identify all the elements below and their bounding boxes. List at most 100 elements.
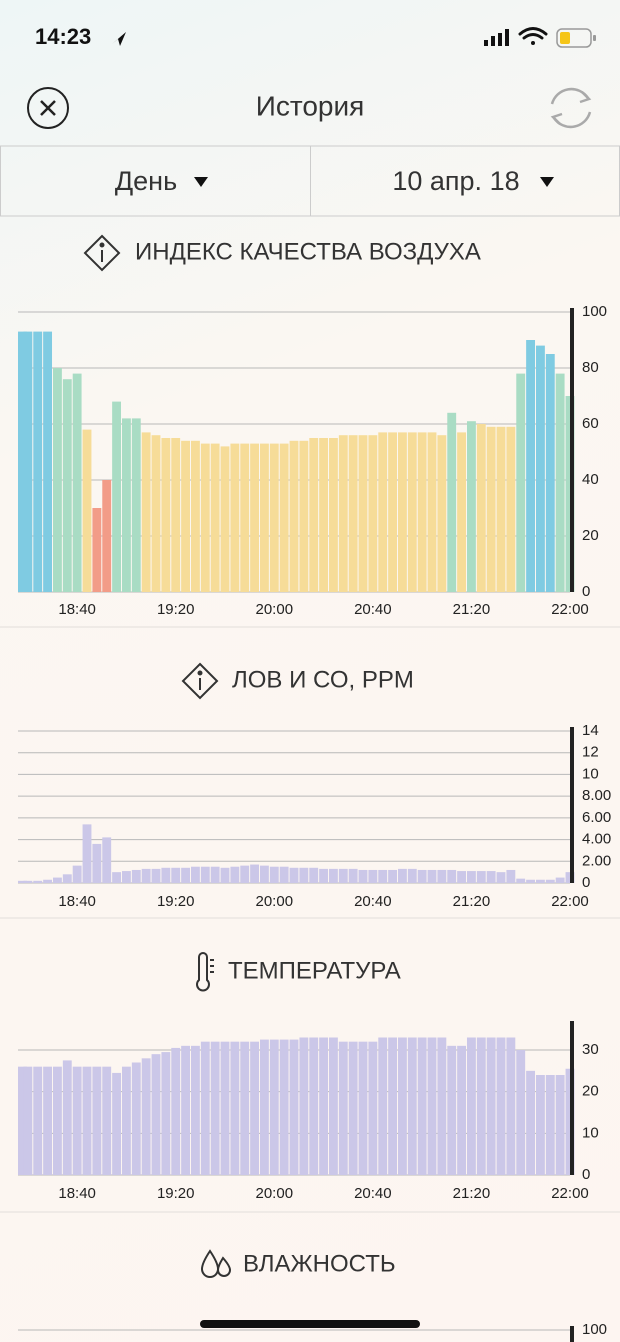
bar — [289, 867, 299, 883]
bar — [23, 331, 33, 592]
bar — [407, 432, 417, 592]
date-selector[interactable]: 10 апр. 18 — [310, 145, 620, 217]
bar — [33, 331, 43, 592]
y-tick-label: 60 — [582, 415, 599, 432]
bar — [535, 345, 545, 592]
bar — [358, 869, 368, 883]
bar — [447, 412, 457, 592]
bar — [18, 331, 27, 592]
bar — [309, 867, 319, 883]
bar — [112, 1072, 122, 1175]
y-tick-label: 80 — [582, 359, 599, 376]
bar — [200, 443, 210, 592]
signal-icon — [484, 29, 509, 46]
bar — [33, 880, 43, 883]
bar — [388, 432, 398, 592]
chart-title: ТЕМПЕРАТУРА — [228, 957, 401, 984]
bar — [230, 443, 240, 592]
bar — [319, 438, 329, 592]
humidity-icon — [200, 1249, 232, 1278]
date-label: 10 апр. 18 — [392, 166, 519, 196]
bar — [348, 1041, 358, 1175]
bar — [388, 1037, 398, 1175]
bar — [141, 432, 151, 592]
bar — [200, 866, 210, 883]
y-tick-label: 0 — [582, 1166, 590, 1183]
bar — [555, 373, 565, 592]
y-tick-label: 100 — [582, 1321, 607, 1338]
bar — [72, 1066, 82, 1175]
x-tick-label: 22:00 — [551, 601, 589, 618]
x-tick-label: 21:20 — [453, 1185, 491, 1202]
bar — [506, 1037, 516, 1175]
bar — [319, 1037, 329, 1175]
bar — [319, 868, 329, 883]
bar — [388, 869, 398, 883]
bar — [289, 440, 299, 592]
bar — [210, 1041, 220, 1175]
bar — [52, 368, 62, 592]
bar — [368, 1041, 378, 1175]
bar — [516, 373, 526, 592]
bar — [269, 1039, 279, 1175]
y-tick-label: 12 — [582, 744, 599, 761]
bar — [535, 879, 545, 883]
bar — [299, 440, 309, 592]
bar — [457, 871, 467, 883]
bar — [338, 435, 348, 592]
bar — [447, 869, 457, 883]
y-tick-label: 0 — [582, 583, 590, 600]
period-label: День — [115, 166, 177, 196]
bar — [92, 843, 102, 883]
bar — [427, 869, 437, 883]
close-button[interactable] — [27, 87, 69, 129]
x-tick-label: 20:40 — [354, 893, 392, 910]
bar — [210, 443, 220, 592]
bar — [457, 1045, 467, 1175]
bar — [250, 1041, 260, 1175]
bar — [496, 1037, 506, 1175]
bar — [181, 440, 191, 592]
refresh-button[interactable] — [550, 87, 592, 129]
bar — [368, 869, 378, 883]
y-tick-label: 4.00 — [582, 831, 611, 848]
bar — [476, 424, 486, 592]
header-title: История — [256, 90, 365, 121]
x-tick-label: 20:40 — [354, 1185, 392, 1202]
bar — [348, 435, 358, 592]
bar — [545, 354, 555, 592]
bar — [555, 1075, 565, 1175]
bar — [82, 824, 92, 883]
thermometer-icon — [196, 952, 214, 992]
info-icon — [181, 662, 219, 700]
bar — [52, 1066, 62, 1175]
bar — [328, 438, 338, 592]
bar — [259, 865, 269, 883]
bar — [18, 1066, 27, 1175]
bar — [417, 432, 427, 592]
x-tick-label: 21:20 — [453, 893, 491, 910]
bar — [131, 1062, 141, 1175]
bar — [309, 1037, 319, 1175]
bar — [378, 1037, 388, 1175]
bar — [18, 880, 27, 883]
bar — [72, 373, 82, 592]
bar — [506, 426, 516, 592]
bar — [466, 871, 476, 883]
x-tick-label: 22:00 — [551, 1185, 589, 1202]
y-tick-label: 10 — [582, 765, 599, 782]
bar — [476, 871, 486, 883]
bar — [230, 866, 240, 883]
bar — [378, 432, 388, 592]
bar — [486, 1037, 496, 1175]
period-selector[interactable]: День — [0, 145, 311, 217]
bar — [171, 867, 181, 883]
bar — [43, 1066, 53, 1175]
bar — [240, 865, 250, 883]
bar — [82, 429, 92, 592]
bar — [250, 864, 260, 883]
bar — [397, 432, 407, 592]
bar — [269, 443, 279, 592]
